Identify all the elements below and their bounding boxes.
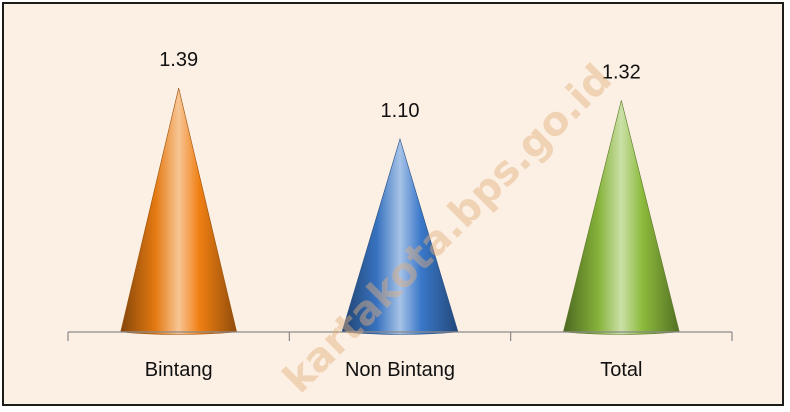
- bar-bintang: [120, 87, 238, 335]
- x-tick-label: Bintang: [145, 359, 213, 381]
- data-label: 1.10: [381, 100, 420, 122]
- x-tick-label: Total: [600, 359, 642, 381]
- x-tick-label: Non Bintang: [345, 359, 455, 381]
- bar-total: [562, 100, 680, 335]
- watermark: kartakota.bps.go.id: [275, 56, 621, 402]
- data-label: 1.39: [159, 49, 198, 71]
- data-label: 1.32: [602, 61, 641, 83]
